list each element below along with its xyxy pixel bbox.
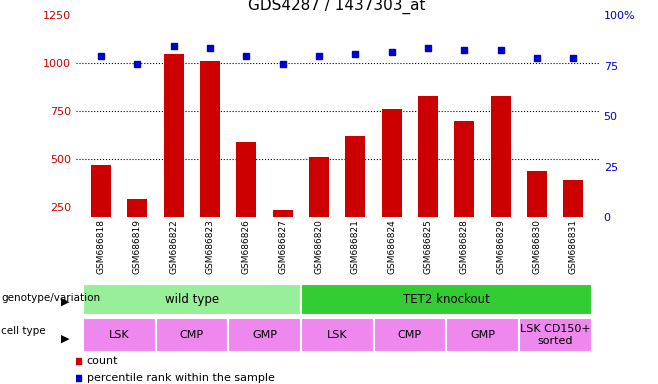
Bar — [128, 199, 147, 255]
Text: ▶: ▶ — [61, 334, 69, 344]
Bar — [236, 142, 257, 255]
Bar — [91, 165, 111, 255]
Text: GSM686823: GSM686823 — [205, 219, 215, 274]
Text: GSM686824: GSM686824 — [387, 219, 396, 274]
Text: GSM686822: GSM686822 — [169, 219, 178, 274]
Bar — [301, 318, 374, 352]
Bar — [374, 318, 446, 352]
Text: CMP: CMP — [398, 330, 422, 340]
Bar — [309, 157, 329, 255]
Text: GSM686819: GSM686819 — [133, 219, 142, 274]
Text: GSM686829: GSM686829 — [496, 219, 505, 274]
Bar — [519, 318, 592, 352]
Text: genotype/variation: genotype/variation — [1, 293, 101, 303]
Text: GMP: GMP — [470, 330, 495, 340]
Bar — [345, 136, 365, 255]
Bar — [200, 61, 220, 255]
Text: GSM686825: GSM686825 — [424, 219, 432, 274]
Bar — [382, 109, 401, 255]
Text: ▶: ▶ — [61, 296, 69, 306]
Text: LSK: LSK — [109, 330, 130, 340]
Text: GSM686828: GSM686828 — [460, 219, 469, 274]
Bar — [273, 210, 293, 255]
Bar — [155, 318, 228, 352]
Bar — [527, 171, 547, 255]
Text: LSK: LSK — [327, 330, 347, 340]
Bar — [418, 96, 438, 255]
Text: count: count — [87, 356, 118, 366]
Title: GDS4287 / 1437303_at: GDS4287 / 1437303_at — [249, 0, 426, 14]
Text: percentile rank within the sample: percentile rank within the sample — [87, 373, 274, 383]
Text: GSM686820: GSM686820 — [315, 219, 324, 274]
Bar — [301, 284, 592, 315]
Text: wild type: wild type — [165, 293, 219, 306]
Text: GSM686821: GSM686821 — [351, 219, 360, 274]
Bar — [164, 54, 184, 255]
Text: GSM686831: GSM686831 — [569, 219, 578, 274]
Bar — [446, 318, 519, 352]
Text: GSM686826: GSM686826 — [242, 219, 251, 274]
Bar — [455, 121, 474, 255]
Bar — [491, 96, 511, 255]
Text: GSM686830: GSM686830 — [532, 219, 542, 274]
Text: GMP: GMP — [252, 330, 277, 340]
Text: TET2 knockout: TET2 knockout — [403, 293, 490, 306]
Bar — [228, 318, 301, 352]
Bar — [83, 284, 301, 315]
Text: CMP: CMP — [180, 330, 204, 340]
Text: LSK CD150+
sorted: LSK CD150+ sorted — [520, 324, 591, 346]
Text: cell type: cell type — [1, 326, 46, 336]
Bar — [83, 318, 155, 352]
Text: GSM686827: GSM686827 — [278, 219, 288, 274]
Text: GSM686818: GSM686818 — [97, 219, 105, 274]
Bar — [563, 180, 584, 255]
